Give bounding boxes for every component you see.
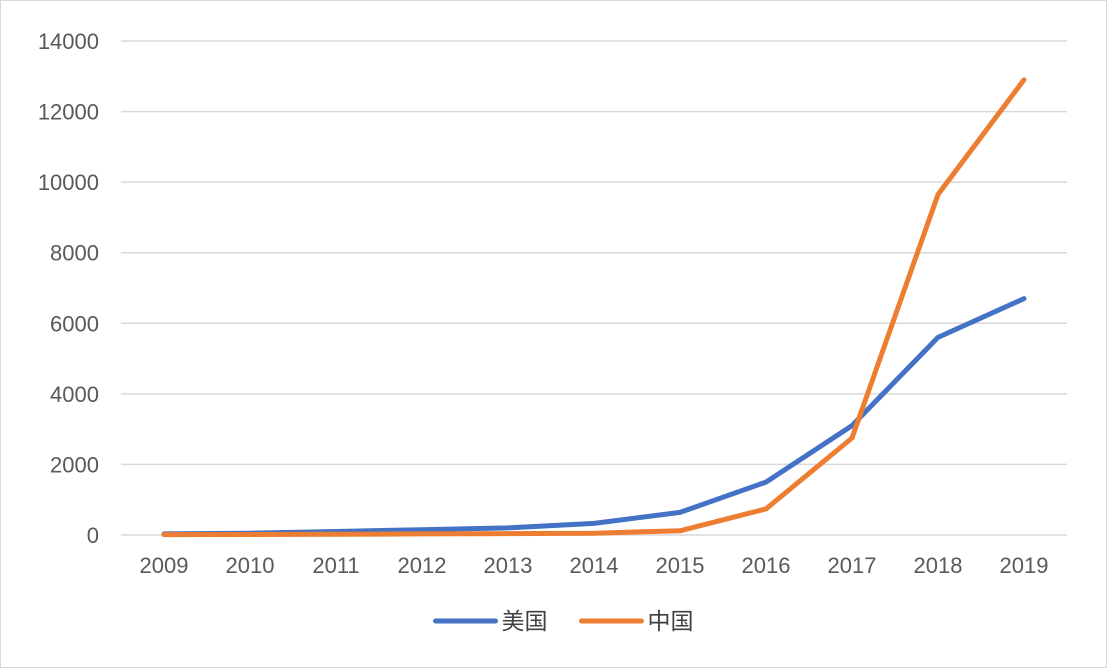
x-tick-label: 2017 — [828, 553, 877, 578]
y-tick-label: 4000 — [50, 382, 99, 407]
x-tick-label: 2018 — [914, 553, 963, 578]
x-tick-label: 2013 — [484, 553, 533, 578]
x-tick-label: 2016 — [742, 553, 791, 578]
x-tick-label: 2014 — [570, 553, 619, 578]
x-axis-tick-labels: 2009 2010 2011 2012 2013 2014 2015 2016 2017 2018… — [140, 553, 1049, 578]
x-tick-label: 2012 — [398, 553, 447, 578]
x-tick-label: 2019 — [1000, 553, 1049, 578]
legend-item: 中国 — [579, 609, 694, 635]
legend: 美国 中国 — [433, 609, 694, 635]
series-line-0 — [161, 296, 1027, 537]
legend-label: 中国 — [648, 609, 694, 635]
x-tick-label: 2015 — [656, 553, 705, 578]
series-lines — [161, 77, 1027, 538]
y-tick-label: 2000 — [50, 452, 99, 477]
legend-item: 美国 — [433, 609, 548, 635]
y-tick-label: 10000 — [38, 170, 99, 195]
x-tick-label: 2010 — [226, 553, 275, 578]
y-tick-label: 14000 — [38, 29, 99, 54]
x-tick-label: 2011 — [312, 553, 359, 578]
y-tick-label: 6000 — [50, 311, 99, 336]
gridlines — [121, 40, 1067, 536]
y-axis-tick-labels: 0 2000 4000 6000 8000 10000 12000 14000 — [38, 29, 99, 548]
y-tick-label: 8000 — [50, 241, 99, 266]
y-tick-label: 12000 — [38, 100, 99, 125]
x-tick-label: 2009 — [140, 553, 189, 578]
series-line-1 — [161, 77, 1027, 538]
y-tick-label: 0 — [87, 523, 99, 548]
legend-label: 美国 — [502, 609, 548, 635]
